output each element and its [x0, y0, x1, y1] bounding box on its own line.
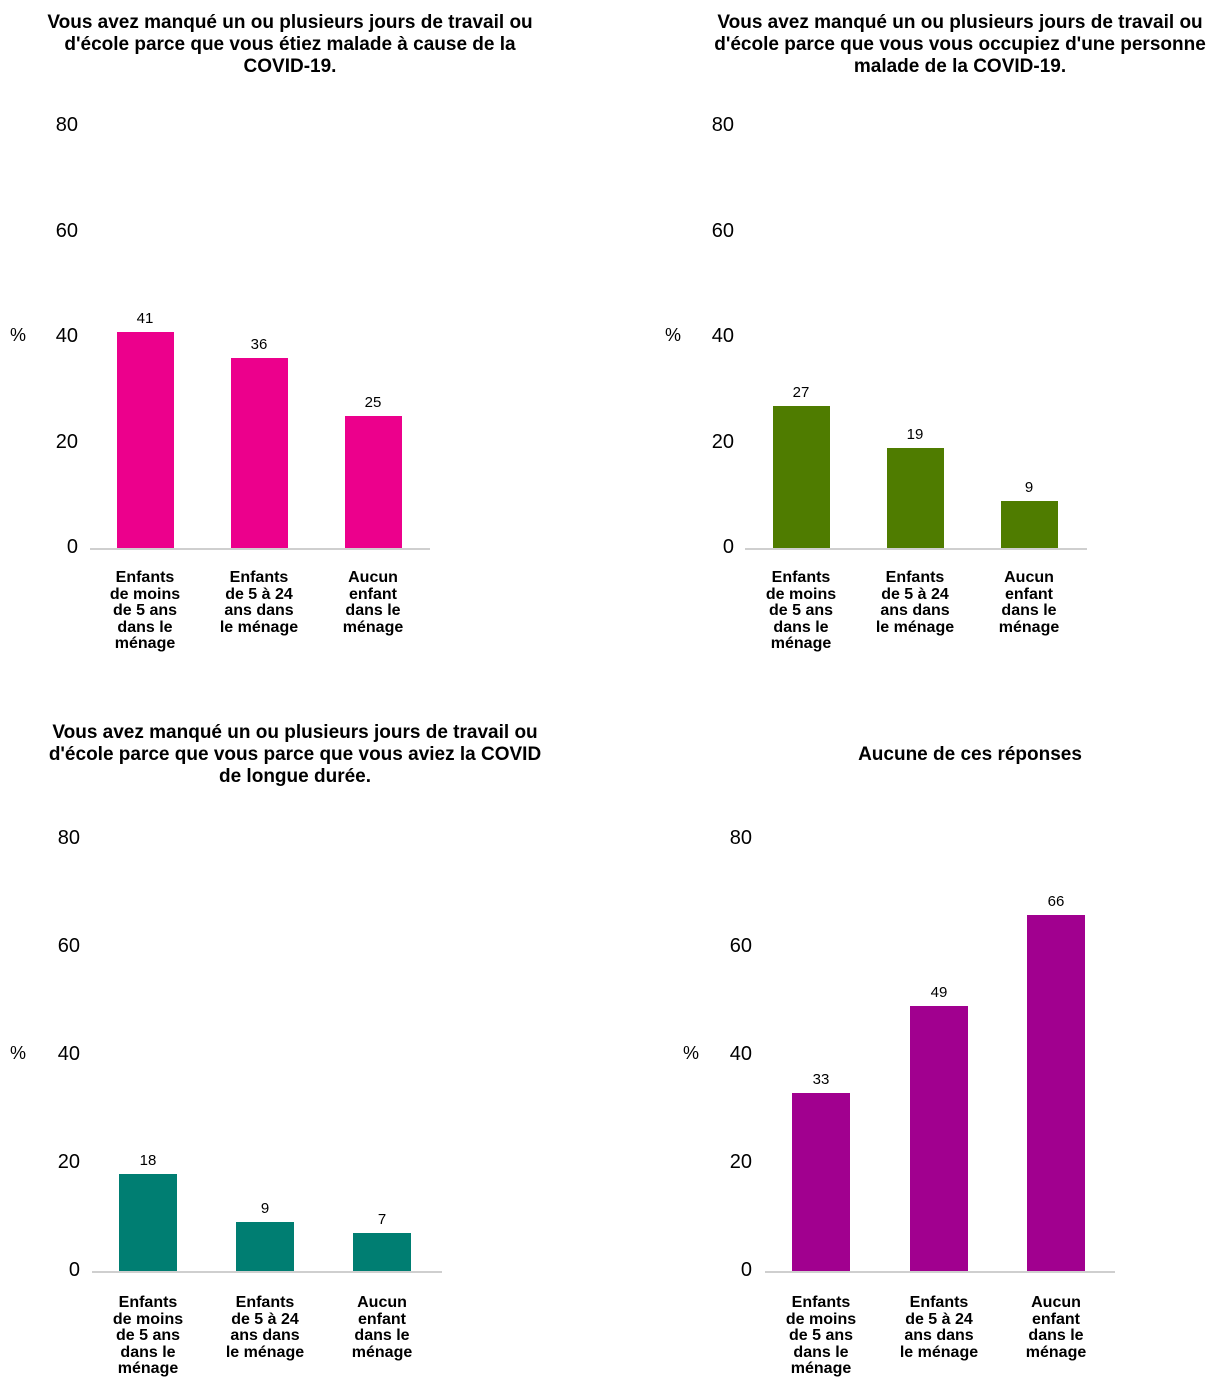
category-label: Aucun enfant dans le ménage — [998, 569, 1060, 636]
chart-title: Aucune de ces réponses — [858, 744, 1082, 765]
category-label: Enfants de moins de 5 ans dans le ménage — [785, 1294, 857, 1377]
y-tick-label: 60 — [711, 219, 734, 242]
category-label: Enfants de moins de 5 ans dans le ménage — [109, 569, 181, 652]
data-label: 19 — [906, 425, 924, 443]
category-label: Enfants de 5 à 24 ans dans le ménage — [899, 1294, 979, 1361]
y-tick-label: 40 — [55, 325, 78, 348]
category-label: Aucun enfant dans le ménage — [1025, 1294, 1087, 1361]
data-label: 9 — [260, 1200, 270, 1218]
data-label: 7 — [377, 1211, 387, 1229]
category-label: Enfants de 5 à 24 ans dans le ménage — [219, 569, 299, 636]
y-axis-label: % — [10, 325, 27, 346]
chart-title: Vous avez manqué un ou plusieurs jours d… — [47, 12, 533, 77]
x-axis-line — [745, 548, 1087, 550]
y-axis-label: % — [665, 325, 682, 346]
y-tick-label: 80 — [729, 827, 752, 849]
data-label: 36 — [250, 336, 268, 354]
category-label: Enfants de 5 à 24 ans dans le ménage — [875, 569, 955, 636]
y-tick-label: 80 — [711, 114, 734, 137]
x-axis-line — [92, 1271, 442, 1273]
bar — [792, 1092, 850, 1271]
bar — [1027, 914, 1085, 1271]
y-tick-label: 40 — [729, 1043, 752, 1065]
y-tick-label: 40 — [57, 1043, 80, 1065]
chart-title: Vous avez manqué un ou plusieurs jours d… — [714, 12, 1206, 77]
y-tick-label: 0 — [66, 536, 78, 558]
data-label: 27 — [792, 383, 810, 401]
data-label: 49 — [930, 984, 948, 1002]
chart-title: Vous avez manqué un ou plusieurs jours d… — [48, 722, 542, 787]
category-label: Enfants de moins de 5 ans dans le ménage — [765, 569, 837, 652]
y-tick-label: 0 — [722, 536, 734, 558]
y-tick-label: 20 — [55, 430, 78, 453]
category-label: Enfants de moins de 5 ans dans le ménage — [112, 1294, 184, 1377]
category-label: Enfants de 5 à 24 ans dans le ménage — [225, 1294, 305, 1361]
data-label: 66 — [1047, 892, 1065, 910]
y-tick-label: 60 — [55, 219, 78, 242]
bar — [353, 1233, 411, 1271]
x-axis-line — [90, 548, 430, 550]
category-label: Aucun enfant dans le ménage — [342, 569, 404, 636]
y-tick-label: 20 — [57, 1151, 80, 1173]
y-axis-label: % — [683, 1043, 700, 1063]
bar — [886, 447, 944, 548]
y-tick-label: 20 — [711, 430, 734, 453]
x-axis-line — [765, 1271, 1115, 1273]
y-tick-label: 0 — [740, 1259, 752, 1281]
data-label: 25 — [364, 394, 382, 412]
bar — [116, 331, 174, 548]
y-tick-label: 80 — [55, 114, 78, 137]
y-tick-label: 0 — [68, 1259, 80, 1281]
bar — [119, 1173, 177, 1271]
data-label: 41 — [136, 309, 154, 327]
bar — [1000, 500, 1058, 548]
bar — [236, 1222, 294, 1271]
bar — [230, 358, 288, 548]
y-tick-label: 40 — [711, 325, 734, 348]
y-tick-label: 80 — [57, 827, 80, 849]
data-label: 9 — [1024, 478, 1034, 496]
category-label: Aucun enfant dans le ménage — [351, 1294, 413, 1361]
data-label: 33 — [812, 1070, 830, 1088]
data-label: 18 — [139, 1151, 157, 1169]
y-axis-label: % — [10, 1043, 27, 1063]
y-tick-label: 60 — [729, 935, 752, 957]
y-tick-label: 20 — [729, 1151, 752, 1173]
y-tick-label: 60 — [57, 935, 80, 957]
bar — [344, 416, 402, 548]
bar — [910, 1006, 968, 1271]
bar — [772, 405, 830, 548]
